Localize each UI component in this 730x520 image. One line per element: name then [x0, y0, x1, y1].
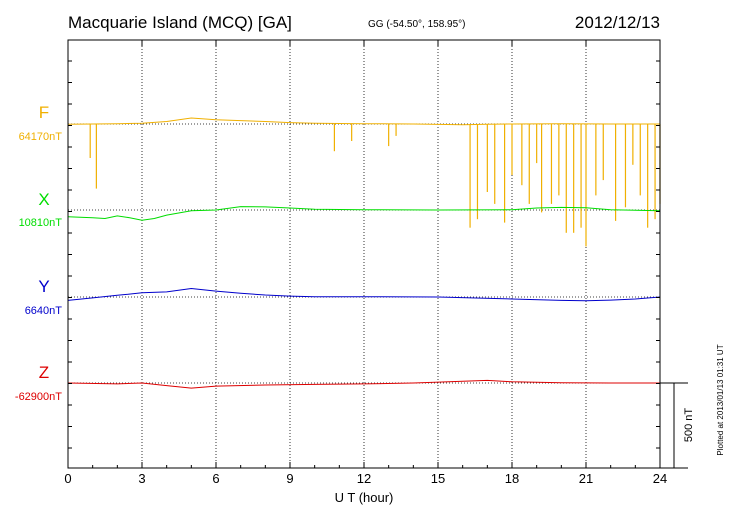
component-name-Z: Z [39, 363, 49, 382]
x-tick-label-3: 3 [138, 471, 145, 486]
component-name-Y: Y [38, 277, 49, 296]
series-line-Z [67, 379, 660, 389]
baseline-value-Y: 6640nT [25, 305, 63, 317]
x-tick-label-0: 0 [64, 471, 71, 486]
x-tick-labels: 0 3 6 9 12 15 18 21 24 [64, 471, 667, 486]
x-tick-label-6: 6 [212, 471, 219, 486]
series-line-Y [67, 287, 661, 302]
component-name-F: F [39, 103, 49, 122]
baseline-value-X: 10810nT [19, 217, 63, 229]
plotted-at-note: Plotted at 2013/01/13 01:31 UT [716, 344, 725, 455]
series-line-X [67, 206, 661, 221]
x-tick-label-21: 21 [579, 471, 593, 486]
x-axis-label: U T (hour) [335, 490, 394, 505]
component-name-X: X [38, 190, 49, 209]
x-tick-label-15: 15 [431, 471, 445, 486]
plot-date: 2012/12/13 [575, 13, 660, 32]
x-tick-label-12: 12 [357, 471, 371, 486]
baseline-value-Z: -62900nT [15, 391, 62, 403]
baseline-value-F: 64170nT [19, 131, 63, 143]
scale-bar: 500 nT [660, 382, 695, 469]
data-series [67, 117, 661, 389]
x-tick-label-24: 24 [653, 471, 667, 486]
scale-bar-label: 500 nT [683, 408, 695, 443]
axis-ticks [67, 40, 661, 468]
component-labels: F 64170nT X 10810nT Y 6640nT Z -62900nT [15, 103, 62, 403]
station-title: Macquarie Island (MCQ) [GA] [68, 13, 292, 32]
x-tick-label-9: 9 [286, 471, 293, 486]
series-line-F [67, 117, 660, 126]
station-coordinates: GG (-54.50°, 158.95°) [368, 19, 466, 30]
vertical-grid [141, 40, 587, 468]
x-tick-label-18: 18 [505, 471, 519, 486]
